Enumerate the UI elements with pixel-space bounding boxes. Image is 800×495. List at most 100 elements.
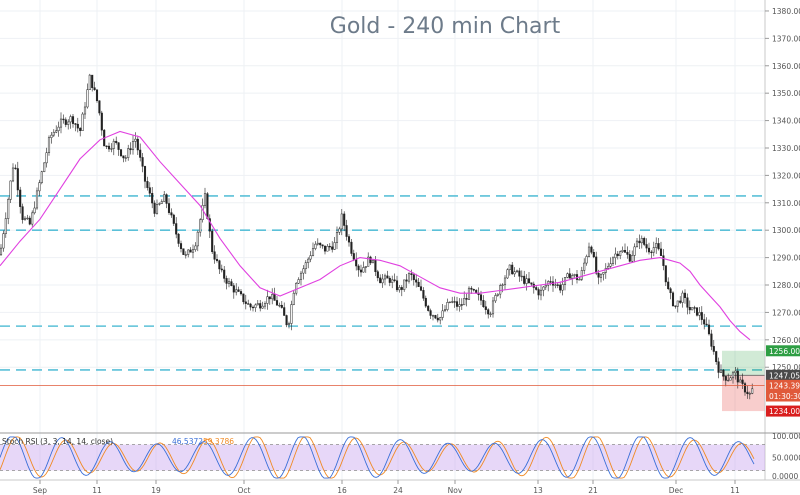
candle-body [496, 293, 499, 296]
candle [93, 81, 96, 91]
candle-body [266, 296, 269, 304]
candle [422, 287, 425, 301]
time-tick-label: 16 [337, 486, 347, 495]
candle-body [535, 287, 538, 290]
candle-body [40, 171, 43, 183]
candle-body [734, 370, 737, 374]
candle [633, 243, 636, 263]
candle-body [184, 254, 187, 256]
candle-body [67, 121, 70, 125]
candle-body [273, 294, 276, 301]
candle-body [729, 377, 732, 381]
candle-body [355, 259, 358, 267]
candle-body [511, 264, 514, 275]
candle [314, 241, 317, 251]
candle [664, 265, 667, 287]
candle [415, 273, 418, 288]
candle [266, 289, 269, 310]
candle [359, 264, 363, 277]
candle-body [503, 277, 507, 286]
price-tick-label: 1350.00 [772, 89, 800, 98]
candle [278, 302, 281, 308]
candle-body [319, 242, 322, 246]
candle-body [549, 281, 552, 283]
candle [436, 313, 439, 323]
candle-body [592, 252, 595, 258]
candle [686, 293, 689, 315]
candle-body [371, 259, 375, 264]
candle [71, 113, 75, 128]
candle [635, 238, 639, 248]
candle-body [460, 304, 463, 306]
candle-body [208, 218, 211, 232]
candle [287, 321, 291, 329]
candle [28, 215, 31, 226]
candle-body [597, 272, 600, 278]
candle [151, 186, 154, 209]
candle-body [31, 212, 34, 225]
candle-body [352, 253, 355, 260]
candle-body [722, 369, 725, 377]
candle [256, 299, 259, 306]
candle-body [220, 268, 223, 271]
indicator-level-label: 50.0000 [772, 454, 800, 463]
candle [455, 296, 459, 311]
candle-body [179, 243, 183, 249]
candle [179, 240, 183, 253]
candle [707, 319, 711, 336]
candle-body [623, 249, 627, 253]
candle [616, 251, 619, 260]
candle [242, 293, 245, 305]
candle [379, 274, 382, 284]
candle [650, 250, 653, 259]
candle [136, 135, 139, 156]
candle [263, 301, 267, 310]
candle-body [124, 157, 127, 159]
candle [446, 298, 449, 312]
candle-body [307, 258, 310, 263]
price-label-box [766, 345, 800, 357]
candle-body [280, 304, 283, 308]
candle [249, 302, 252, 311]
candle-body [50, 134, 53, 138]
candle [299, 270, 303, 286]
candle-body [621, 249, 624, 252]
candle [83, 101, 87, 120]
candle [458, 298, 461, 312]
candle [439, 316, 442, 325]
candle [297, 277, 300, 284]
candle-body [16, 168, 19, 191]
candle [465, 293, 468, 307]
candle-body [333, 242, 336, 250]
candle [302, 265, 305, 280]
candle-body [635, 240, 639, 248]
candle [441, 304, 444, 321]
candle [652, 241, 655, 257]
candle-body [657, 243, 660, 250]
candle [391, 275, 394, 289]
candle-body [554, 284, 557, 286]
candle-body [160, 201, 163, 204]
candle-body [271, 294, 274, 300]
candle [542, 286, 545, 297]
candle [335, 226, 339, 250]
candle [405, 273, 408, 289]
candle [655, 237, 658, 254]
candle [131, 134, 135, 155]
candle [268, 296, 271, 305]
candle-body [146, 181, 149, 188]
candle [710, 329, 713, 351]
candle [225, 275, 228, 290]
candle-body [98, 100, 101, 114]
candle-body [703, 319, 706, 325]
candle-body [659, 248, 663, 256]
candle-body [398, 287, 401, 291]
candle [117, 142, 120, 156]
candle-body [448, 301, 451, 303]
candle [508, 264, 511, 276]
indicator-level-label: 100.0000 [772, 432, 800, 441]
candle-body [91, 74, 94, 88]
candle [40, 170, 43, 185]
candle-body [381, 278, 384, 284]
